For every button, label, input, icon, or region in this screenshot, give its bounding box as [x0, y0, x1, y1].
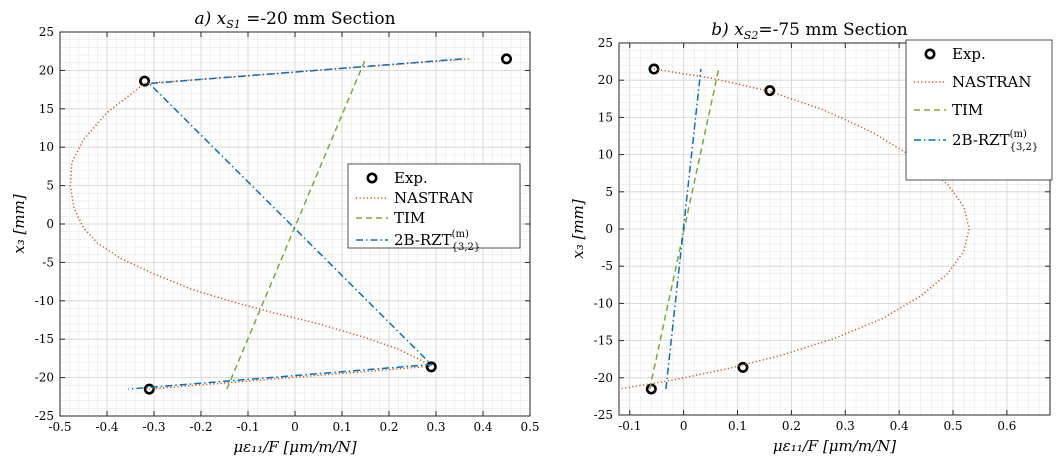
x-tick-label: 0: [291, 420, 299, 434]
exp-marker: [764, 85, 776, 97]
exp-marker: [737, 361, 749, 373]
x-tick-label: -0.1: [236, 420, 259, 434]
chart-title: b) xS2=-75 mm Section: [711, 20, 907, 42]
x-tick-label: 0.2: [379, 420, 398, 434]
y-tick-label: 10: [598, 148, 613, 162]
y-tick-label: 15: [39, 102, 54, 116]
y-tick-label: -15: [35, 332, 54, 346]
x-axis-label: με₁₁/F [μm/m/N]: [233, 438, 356, 456]
exp-marker: [500, 53, 512, 65]
x-tick-label: 0.6: [997, 419, 1016, 433]
y-tick-label: 25: [39, 25, 54, 39]
series-line-nastran: [69, 58, 469, 390]
legend-label: NASTRAN: [394, 189, 474, 207]
x-axis-label: με₁₁/F [μm/m/N]: [773, 437, 896, 455]
legend-label: TIM: [394, 209, 425, 227]
x-tick-label: -0.1: [618, 419, 641, 433]
x-tick-label: 0: [680, 419, 688, 433]
y-tick-label: -25: [35, 409, 54, 423]
y-tick-label: -20: [594, 371, 613, 385]
series-line-2b-rzt: [665, 68, 702, 390]
legend-marker: [924, 48, 936, 60]
y-tick-label: -5: [42, 255, 54, 269]
y-tick-label: 0: [46, 217, 54, 231]
y-tick-label: 0: [605, 222, 613, 236]
legend-label: NASTRAN: [952, 73, 1032, 91]
y-tick-label: -10: [35, 294, 54, 308]
y-tick-label: 20: [39, 63, 54, 77]
x-tick-label: 0.1: [728, 419, 747, 433]
y-tick-label: -10: [594, 296, 613, 310]
exp-marker: [143, 383, 155, 395]
series-line-2b-rzt: [128, 58, 462, 390]
y-tick-label: -25: [594, 408, 613, 422]
x-tick-label: 0.3: [836, 419, 855, 433]
legend-label: TIM: [952, 101, 983, 119]
legend-box: [905, 39, 1053, 181]
y-axis-label: x₃ [mm]: [569, 199, 587, 259]
y-tick-label: 5: [46, 179, 54, 193]
legend-label: Exp.: [394, 169, 428, 187]
x-tick-label: -0.2: [189, 420, 212, 434]
x-tick-label: 0.1: [332, 420, 351, 434]
legend: Exp. NASTRAN TIM 2B-RZT(m) {3,2}: [347, 163, 521, 253]
chart-1: -0.1 0 0.1 0.2 0.3 0.4 0.5 0.6 -25 -20 -15 -10 -5 0 5 1…: [569, 20, 1053, 455]
x-tick-label: 0.4: [890, 419, 909, 433]
y-tick-label: -15: [594, 334, 613, 348]
series-line-tim: [648, 68, 720, 390]
chart-title: a) xS1 =-20 mm Section: [194, 9, 395, 31]
exp-marker: [425, 361, 437, 373]
y-tick-label: 25: [598, 36, 613, 50]
y-tick-label: 10: [39, 140, 54, 154]
legend-marker: [366, 172, 378, 184]
grid: [59, 31, 531, 417]
x-tick-label: -0.3: [142, 420, 165, 434]
y-axis-label: x₃ [mm]: [10, 194, 28, 254]
x-tick-label: 0.4: [473, 420, 492, 434]
y-tick-label: -5: [601, 259, 613, 273]
legend-label: 2B-RZT(m) {3,2}: [394, 229, 480, 253]
legend-label: 2B-RZT(m) {3,2}: [952, 129, 1038, 153]
y-tick-label: -20: [35, 371, 54, 385]
x-tick-label: 0.5: [943, 419, 962, 433]
chart-0: -0.5 -0.4 -0.3 -0.2 -0.1 0 0.1 0.2 0.3 0.4 0.5 -25 -…: [10, 9, 540, 456]
legend: Exp. NASTRAN TIM 2B-RZT(m) {3,2}: [905, 39, 1053, 181]
x-tick-label: -0.5: [48, 420, 71, 434]
series-line-nastran: [618, 68, 970, 390]
x-tick-label: 0.2: [782, 419, 801, 433]
exp-marker: [139, 75, 151, 87]
y-tick-label: 5: [605, 185, 613, 199]
x-tick-label: -0.4: [95, 420, 119, 434]
x-tick-label: 0.5: [520, 420, 539, 434]
x-tick-label: 0.3: [426, 420, 445, 434]
legend-label: Exp.: [952, 45, 986, 63]
y-tick-label: 20: [598, 73, 613, 87]
y-tick-label: 15: [598, 110, 613, 124]
